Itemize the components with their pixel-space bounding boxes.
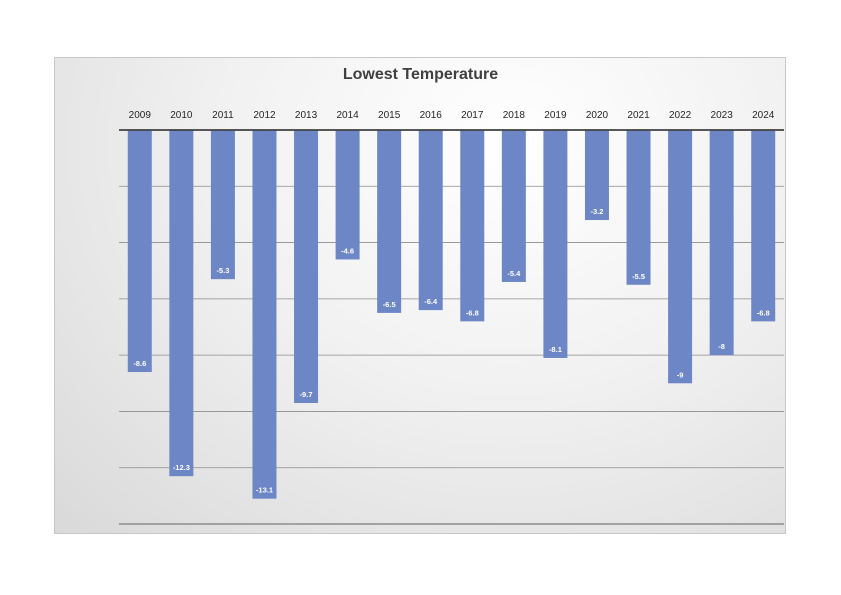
category-tick-label: 2011: [212, 110, 234, 121]
category-tick-label: 2021: [627, 110, 650, 121]
bar: [460, 130, 485, 322]
data-label: -8: [718, 342, 725, 351]
data-label: -8.6: [133, 359, 146, 368]
bar: [751, 130, 776, 322]
data-label: -6.8: [466, 308, 479, 317]
bar: [668, 130, 693, 384]
category-tick-label: 2012: [253, 110, 276, 121]
bar: [294, 130, 319, 403]
data-label: -4.6: [341, 246, 354, 255]
data-label: -9: [677, 370, 684, 379]
bar: [418, 130, 443, 311]
category-tick-label: 2022: [669, 110, 692, 121]
data-label: -12.3: [173, 463, 190, 472]
bar: [210, 130, 235, 280]
data-label: -9.7: [300, 390, 313, 399]
chart-title: Lowest Temperature: [342, 66, 499, 83]
bar: [543, 130, 568, 358]
category-tick-label: 2015: [378, 110, 401, 121]
bar: [169, 130, 194, 477]
bar: [709, 130, 734, 356]
bar: [584, 130, 609, 221]
data-label: -6.5: [383, 300, 396, 309]
category-tick-label: 2019: [544, 110, 567, 121]
bar: [377, 130, 402, 313]
category-tick-label: 2023: [711, 110, 734, 121]
bar: [501, 130, 526, 282]
category-tick-label: 2018: [503, 110, 526, 121]
category-tick-label: 2024: [752, 110, 775, 121]
category-tick-label: 2016: [420, 110, 443, 121]
data-label: -6.4: [424, 297, 438, 306]
category-tick-label: 2014: [336, 110, 359, 121]
data-label: -13.1: [256, 486, 273, 495]
bar: [626, 130, 651, 285]
data-label: -8.1: [549, 345, 562, 354]
category-tick-label: 2009: [129, 110, 152, 121]
data-label: -6.8: [757, 308, 770, 317]
category-tick-label: 2020: [586, 110, 609, 121]
bar: [127, 130, 152, 373]
data-label: -5.5: [632, 272, 645, 281]
data-label: -5.4: [507, 269, 521, 278]
data-label: -5.3: [216, 266, 229, 275]
category-tick-label: 2017: [461, 110, 484, 121]
category-tick-label: 2010: [170, 110, 193, 121]
data-label: -3.2: [591, 207, 604, 216]
category-tick-label: 2013: [295, 110, 318, 121]
bar: [335, 130, 360, 260]
bar: [252, 130, 277, 499]
